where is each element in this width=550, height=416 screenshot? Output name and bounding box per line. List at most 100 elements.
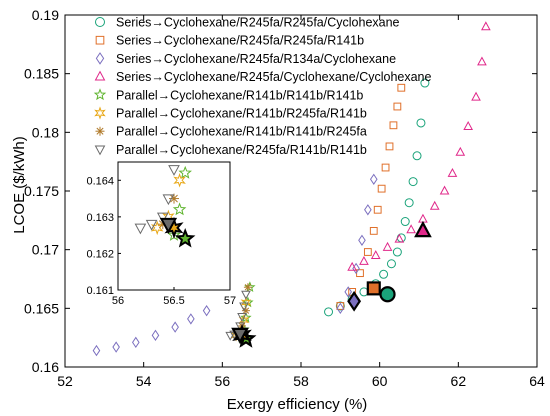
data-point xyxy=(243,283,252,292)
legend-label-8: Parallel→Cyclohexane/R245fa/R141b/R141b xyxy=(116,143,367,157)
legend-marker-8 xyxy=(94,145,106,156)
inset-optimum-point-8 xyxy=(159,217,178,234)
x-tick-label: 60 xyxy=(372,373,388,389)
data-point xyxy=(363,248,372,256)
data-point xyxy=(237,313,247,322)
data-point xyxy=(369,173,378,185)
data-point xyxy=(379,269,389,279)
data-point xyxy=(241,290,251,300)
data-point xyxy=(389,121,398,130)
legend-item-7: Parallel→Cyclohexane/R141b/R141b/R245fa xyxy=(95,125,367,139)
optimum-point-1 xyxy=(379,286,396,303)
inset-y-tick-label: 0.164 xyxy=(86,175,114,187)
data-point xyxy=(447,167,458,177)
data-point xyxy=(392,247,402,257)
legend-label-7: Parallel→Cyclohexane/R141b/R141b/R245fa xyxy=(116,125,367,139)
legend-marker-7-stroke xyxy=(96,127,104,135)
optimum-point-4 xyxy=(414,220,432,238)
x-tick-label: 64 xyxy=(529,373,545,389)
data-point xyxy=(347,261,357,271)
data-point xyxy=(455,146,466,156)
legend-marker-3 xyxy=(95,52,105,65)
inset-y-tick-label: 0.162 xyxy=(86,248,114,260)
y-tick-label: 0.16 xyxy=(32,359,59,375)
data-point xyxy=(335,301,345,311)
inset-series-8 xyxy=(134,165,180,235)
data-point xyxy=(112,341,120,353)
data-point xyxy=(241,306,250,315)
legend-item-2: Series→Cyclohexane/R245fa/R245fa/R141b xyxy=(95,34,364,48)
legend-label-2: Series→Cyclohexane/R245fa/R245fa/R141b xyxy=(116,34,364,48)
data-point xyxy=(394,233,405,243)
data-point xyxy=(377,184,386,193)
data-point-stroke xyxy=(242,307,250,314)
data-point xyxy=(381,163,390,172)
legend-label-1: Series→Cyclohexane/R245fa/R245fa/Cyclohe… xyxy=(116,16,400,30)
inset-y-tick-label: 0.161 xyxy=(86,285,114,297)
data-point xyxy=(131,336,140,349)
series-4 xyxy=(347,21,491,271)
x-tick-label: 54 xyxy=(136,373,152,389)
legend: Series→Cyclohexane/R245fa/R245fa/Cyclohe… xyxy=(93,16,432,157)
data-point xyxy=(370,250,381,260)
inset-data-point xyxy=(172,202,187,216)
inset-data-point-stroke xyxy=(170,194,178,203)
inset-data-point xyxy=(134,223,147,235)
inset-x-tick-label: 57 xyxy=(224,295,236,307)
legend-item-5: Parallel→Cyclohexane/R141b/R141b/R141b xyxy=(93,88,363,102)
legend-marker-1 xyxy=(95,17,105,27)
inset-data-point xyxy=(156,212,169,224)
data-point xyxy=(151,329,160,342)
data-point xyxy=(324,307,334,317)
inset-data-point xyxy=(145,219,158,231)
legend-item-1: Series→Cyclohexane/R245fa/R245fa/Cyclohe… xyxy=(95,16,400,30)
data-point xyxy=(471,91,481,101)
inset-x-tick-label: 56 xyxy=(112,295,124,307)
data-point xyxy=(171,321,179,333)
legend-item-6: Parallel→Cyclohexane/R141b/R245fa/R141b xyxy=(94,106,367,121)
data-point xyxy=(239,302,249,312)
series-2 xyxy=(336,83,406,310)
legend-marker-7 xyxy=(95,126,105,136)
y-tick-label: 0.18 xyxy=(32,124,59,140)
optimum-point-3 xyxy=(347,290,362,312)
data-point xyxy=(385,142,394,151)
legend-item-4: Series→Cyclohexane/R245fa/Cyclohexane/Cy… xyxy=(94,70,432,84)
legend-marker-6 xyxy=(94,106,106,120)
inset-data-point xyxy=(162,194,175,206)
optimum-point-8 xyxy=(231,327,249,345)
legend-marker-5 xyxy=(93,88,107,101)
legend-label-3: Series→Cyclohexane/R245fa/R134a/Cyclohex… xyxy=(116,52,396,66)
data-point xyxy=(344,286,353,298)
data-point xyxy=(358,234,366,246)
data-point xyxy=(364,204,372,216)
data-point xyxy=(202,304,211,317)
y-axis-label: LCOE ($/kWh) xyxy=(11,136,28,234)
inset-data-point xyxy=(173,173,186,188)
data-point xyxy=(429,200,440,210)
legend-marker-2 xyxy=(95,35,105,45)
x-axis-label: Exergy efficiency (%) xyxy=(227,396,368,413)
inset-data-point xyxy=(168,165,180,176)
data-point xyxy=(404,198,414,208)
y-tick-label: 0.175 xyxy=(24,183,59,199)
data-point xyxy=(408,177,418,187)
data-point xyxy=(477,56,487,66)
data-point xyxy=(92,344,101,357)
inset-y-tick-label: 0.163 xyxy=(86,212,114,224)
y-tick-label: 0.19 xyxy=(32,7,59,23)
inset-data-point xyxy=(178,165,192,179)
data-point xyxy=(420,78,430,88)
data-point xyxy=(412,151,422,161)
data-point xyxy=(336,302,345,315)
y-tick-label: 0.165 xyxy=(24,300,59,316)
x-tick-label: 58 xyxy=(293,373,309,389)
optimum-point-2 xyxy=(366,281,381,296)
data-point xyxy=(386,259,396,269)
data-point xyxy=(463,121,474,130)
data-point xyxy=(382,241,393,251)
data-point xyxy=(439,185,450,195)
series-3 xyxy=(92,173,378,357)
legend-label-5: Parallel→Cyclohexane/R141b/R141b/R141b xyxy=(116,88,363,102)
